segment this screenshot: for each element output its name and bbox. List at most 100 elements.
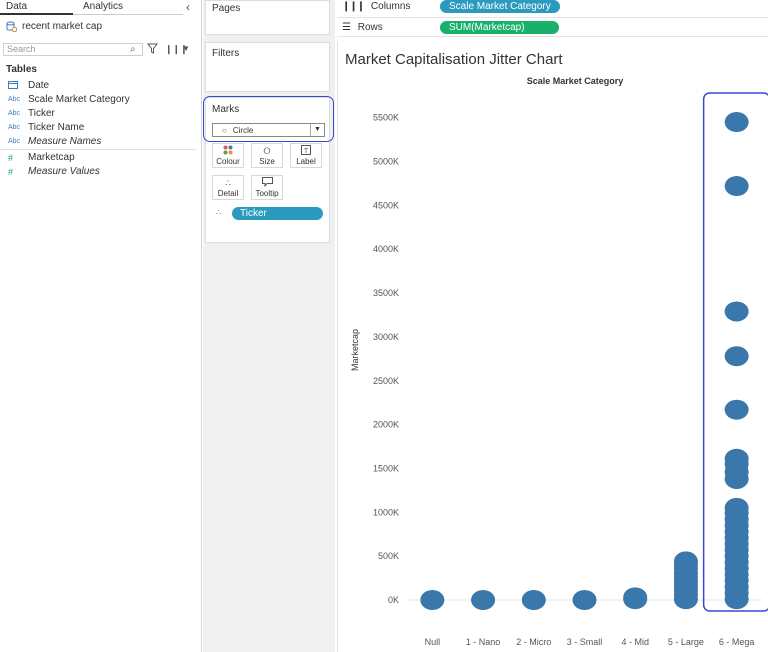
tables-heading: Tables (6, 64, 37, 75)
field-ticker-name[interactable]: Abc Ticker Name (8, 121, 84, 134)
field-label: Ticker (28, 108, 55, 119)
pages-card[interactable]: Pages (205, 0, 330, 35)
measure-icon: # (8, 166, 14, 177)
data-point (724, 176, 749, 197)
abc-icon: Abc (8, 138, 21, 145)
data-point (724, 346, 749, 367)
view-toggle-icon[interactable]: ❙❙❙ (165, 44, 188, 54)
field-label: Date (28, 80, 50, 91)
tooltip-button[interactable]: Tooltip (251, 175, 283, 200)
x-tick-label: 3 - Small (567, 637, 603, 647)
rows-shelf-label: ☰ Rows (342, 22, 383, 33)
field-divider (0, 149, 196, 150)
chart-view (337, 41, 768, 652)
data-point (572, 590, 597, 610)
datasource-row[interactable]: recent market cap (6, 19, 102, 33)
field-date[interactable]: Date (8, 79, 49, 92)
label-label: Label (296, 157, 316, 166)
columns-shelf[interactable] (337, 0, 768, 18)
datasource-icon (6, 21, 17, 32)
x-tick-label: 2 - Micro (516, 637, 551, 647)
tab-data[interactable]: Data (0, 0, 73, 15)
tooltip-label: Tooltip (255, 189, 279, 198)
rows-pill[interactable]: SUM(Marketcap) (440, 21, 559, 34)
x-tick-label: Null (425, 637, 441, 647)
abc-icon: Abc (8, 124, 21, 131)
field-scale-market-category[interactable]: Abc Scale Market Category (8, 93, 130, 106)
chevron-down-icon[interactable]: ▼ (182, 44, 190, 53)
ticker-detail-pill[interactable]: Ticker (232, 207, 323, 220)
y-tick-label: 4500K (373, 200, 399, 210)
tooltip-icon (252, 177, 282, 189)
circle-icon: ○ (222, 125, 227, 135)
y-tick-label: 0K (388, 595, 399, 605)
y-tick-label: 2500K (373, 376, 399, 386)
data-point (724, 448, 749, 469)
field-measure-values[interactable]: # Measure Values (8, 165, 100, 178)
filter-icon[interactable] (147, 43, 158, 54)
x-axis-title: Scale Market Category (526, 76, 624, 86)
tab-analytics[interactable]: Analytics (73, 0, 183, 15)
data-pane (0, 0, 202, 652)
marks-highlight-box (203, 96, 334, 142)
x-tick-label: 4 - Mid (621, 637, 649, 647)
data-point (724, 497, 749, 518)
field-label: Marketcap (28, 152, 75, 163)
search-input[interactable]: Search (3, 43, 143, 56)
columns-icon: ❙❙❙ (342, 1, 365, 12)
size-icon: ⭘ (263, 146, 271, 156)
calendar-icon (8, 80, 28, 91)
field-label: Ticker Name (28, 122, 85, 133)
rows-label: Rows (357, 22, 383, 33)
x-tick-label: 1 - Nano (466, 637, 501, 647)
filters-card[interactable]: Filters (205, 42, 330, 92)
y-tick-label: 5000K (373, 157, 399, 167)
filters-title: Filters (212, 48, 240, 59)
chevron-left-icon[interactable]: ‹ (186, 0, 190, 14)
datasource-name: recent market cap (22, 20, 103, 32)
field-marketcap[interactable]: # Marketcap (8, 151, 75, 164)
y-tick-label: 1000K (373, 507, 399, 517)
measure-icon: # (8, 152, 14, 163)
marks-title: Marks (212, 104, 240, 115)
colour-button[interactable]: Colour (212, 143, 244, 168)
x-tick-label: 5 - Large (668, 637, 704, 647)
colour-label: Colour (216, 157, 240, 166)
columns-label: Columns (370, 1, 411, 12)
chevron-down-icon: ▼ (310, 124, 324, 136)
y-tick-label: 1500K (373, 463, 399, 473)
field-ticker[interactable]: Abc Ticker (8, 107, 55, 120)
svg-text:T: T (304, 148, 309, 155)
mark-type-value: Circle (232, 125, 254, 135)
columns-shelf-label: ❙❙❙ Columns (342, 1, 410, 12)
y-tick-label: 500K (378, 551, 399, 561)
data-point (724, 399, 749, 420)
abc-icon: Abc (8, 110, 21, 117)
size-button[interactable]: ⭘ Size (251, 143, 283, 168)
data-point (471, 590, 496, 610)
data-point (673, 551, 698, 572)
label-icon: T (291, 145, 321, 157)
jitter-chart: 0K 500K 1000K 1500K 2000K 2500K 3000K 3500K 4000… (373, 92, 768, 647)
size-label: Size (259, 157, 275, 166)
label-button[interactable]: T Label (290, 143, 322, 168)
mark-type-dropdown[interactable]: ○ Circle ▼ (212, 123, 325, 137)
pages-title: Pages (212, 3, 241, 14)
data-point (623, 587, 648, 608)
field-label: Measure Values (28, 166, 100, 177)
abc-icon: Abc (8, 96, 21, 103)
data-point (420, 590, 445, 610)
rows-shelf[interactable] (337, 19, 768, 37)
data-point (724, 301, 749, 322)
columns-pill[interactable]: Scale Market Category (440, 0, 560, 13)
mega-highlight-box (702, 92, 768, 612)
detail-icon: ∴ (225, 178, 231, 188)
y-tick-label: 5500K (373, 113, 399, 123)
field-label: Measure Names (28, 136, 102, 147)
search-icon[interactable]: ⌕ (130, 44, 136, 55)
y-tick-label: 3500K (373, 288, 399, 298)
field-measure-names[interactable]: Abc Measure Names (8, 135, 101, 148)
data-point (724, 112, 749, 133)
detail-button[interactable]: ∴ Detail (212, 175, 244, 200)
chart-title: Market Capitalisation Jitter Chart (345, 51, 563, 68)
